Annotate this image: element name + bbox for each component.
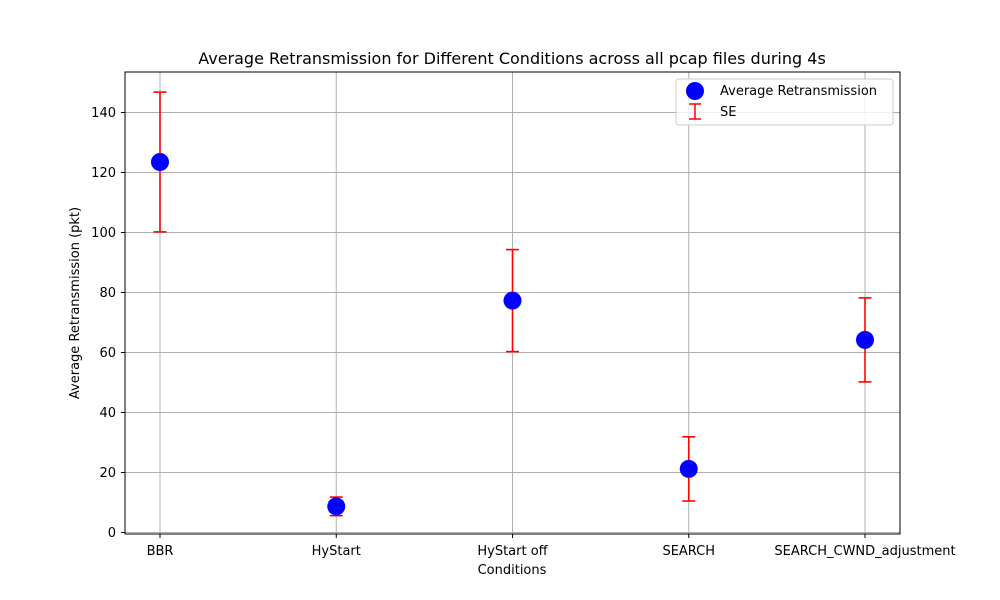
legend-label-average-retransmission: Average Retransmission	[720, 84, 877, 99]
legend: Average Retransmission SE	[675, 78, 894, 126]
x-tick-label-search: SEARCH	[662, 544, 715, 559]
data-point-hystart-off	[503, 291, 522, 310]
data-points	[151, 153, 874, 516]
x-tick-label-search-cwnd-adjustment: SEARCH_CWND_adjustment	[774, 544, 955, 559]
y-axis-ticks: 0 20 40 60 80 100 120 140	[91, 106, 125, 541]
data-point-search	[679, 459, 698, 478]
legend-marker-average-retransmission	[686, 82, 704, 100]
y-tick-label-140: 140	[91, 106, 116, 121]
legend-label-se: SE	[720, 105, 736, 120]
x-tick-label-bbr: BBR	[147, 544, 174, 559]
y-axis-label: Average Retransmission (pkt)	[68, 207, 83, 399]
data-point-search-cwnd-adjustment	[856, 330, 874, 349]
x-tick-label-hystart-off: HyStart off	[477, 544, 548, 559]
y-tick-label-20: 20	[99, 466, 116, 481]
y-tick-label-80: 80	[99, 286, 116, 301]
x-tick-label-hystart: HyStart	[312, 544, 361, 559]
x-axis-label: Conditions	[478, 563, 547, 578]
legend-box	[675, 78, 894, 126]
y-tick-label-0: 0	[108, 526, 116, 541]
y-tick-label-120: 120	[91, 166, 116, 181]
data-point-hystart	[327, 497, 346, 516]
chart-title: Average Retransmission for Different Con…	[198, 49, 826, 68]
y-tick-label-100: 100	[91, 226, 116, 241]
data-point-bbr	[151, 153, 169, 171]
y-tick-label-60: 60	[99, 346, 116, 361]
y-tick-label-40: 40	[99, 406, 116, 421]
x-axis-ticks: BBR HyStart HyStart off SEARCH SEARCH_CWND_a…	[147, 534, 956, 559]
